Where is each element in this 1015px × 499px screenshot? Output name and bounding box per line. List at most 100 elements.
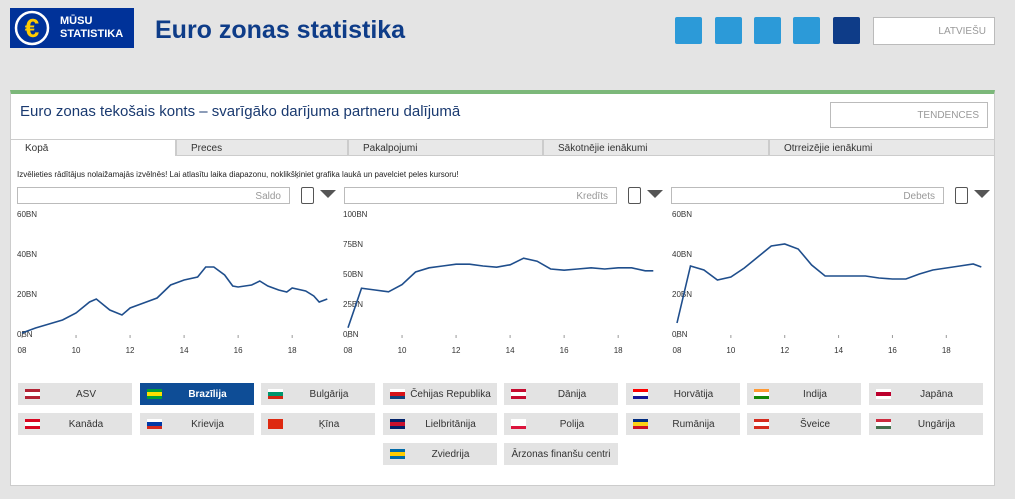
y-tick-label: 40BN [17,250,37,259]
logo-text: MŪSU [60,15,93,27]
twitter-icon[interactable] [675,17,702,44]
embed-icon[interactable] [793,17,820,44]
country-button[interactable]: Horvātija [625,383,740,405]
x-tick-label: 14 [506,346,515,355]
country-label: Kanāda [68,418,104,430]
tab[interactable]: Preces [176,139,348,156]
y-tick-label: 0BN [672,330,688,339]
country-button[interactable]: Ungārija [868,413,983,435]
indicator-select[interactable]: Kredīts [344,187,617,204]
x-tick-label: 10 [726,346,735,355]
country-button[interactable]: Zviedrija [382,443,497,465]
flag-icon [754,419,769,429]
country-label: ASV [75,388,96,400]
menu-icon[interactable] [647,190,663,198]
svg-text:€: € [25,13,39,43]
country-button[interactable]: Ārzonas finanšu centri [504,443,618,465]
x-tick-label: 14 [834,346,843,355]
y-tick-label: 50BN [343,270,363,279]
country-label: Zviedrija [431,448,470,460]
country-button[interactable]: Brazīlija [139,383,254,405]
x-tick-label: 18 [942,346,951,355]
flag-icon [875,389,891,399]
country-label: Rumānija [672,418,715,430]
line-series [676,243,982,324]
email-icon[interactable] [754,17,781,44]
x-tick-label: 12 [452,346,461,355]
indicator-select[interactable]: Debets [671,187,944,204]
country-label: Šveice [799,418,830,430]
info-icon[interactable] [833,17,860,44]
instruction: Izvēlieties rādītājus nolaižamajās izvēl… [17,170,459,179]
y-tick-label: 60BN [672,210,692,219]
country-button[interactable]: Rumānija [625,413,740,435]
flag-icon [25,389,40,399]
country-button[interactable]: Kanāda [18,413,132,435]
table-icon[interactable] [955,187,968,204]
tab[interactable]: Sākotnējie ienākumi [543,139,769,156]
x-tick-label: 16 [234,346,243,355]
y-tick-label: 25BN [343,300,363,309]
flag-icon [754,389,769,399]
flag-icon [511,419,526,429]
x-tick-label: 10 [72,346,81,355]
country-label: Polija [559,418,585,430]
country-label: Bulgārija [309,388,349,400]
country-label: Horvātija [673,388,714,400]
site-title: Euro zonas statistika [155,16,406,44]
x-tick-label: 18 [614,346,623,355]
flag-icon [146,419,162,429]
y-tick-label: 0BN [343,330,359,339]
x-tick-label: 16 [888,346,897,355]
x-tick-label: 18 [288,346,297,355]
tab[interactable]: Pakalpojumi [348,139,543,156]
country-label: Ungārija [917,418,956,430]
flag-icon [632,419,648,429]
flag-icon [25,419,40,429]
flag-icon [632,389,648,399]
country-button[interactable]: Japāna [868,383,983,405]
country-label: Lielbritānija [425,418,476,430]
y-tick-label: 40BN [672,250,692,259]
country-label: Dānija [557,388,587,400]
logo[interactable]: € MŪSU STATISTIKA [10,8,134,48]
menu-icon[interactable] [974,190,990,198]
country-button[interactable]: Polija [504,413,618,435]
x-tick-label: 12 [780,346,789,355]
table-icon[interactable] [301,187,314,204]
x-tick-label: 08 [673,346,682,355]
y-tick-label: 100BN [343,210,368,219]
country-button[interactable]: Čehijas Republika [382,383,497,405]
view-select[interactable]: TENDENCES [830,102,988,128]
indicator-select[interactable]: Saldo [17,187,290,204]
country-button[interactable]: Krievija [139,413,254,435]
tab[interactable]: Otrreizējie ienākumi [769,139,995,156]
flag-icon [268,389,283,399]
flag-icon [511,389,526,399]
y-tick-label: 20BN [672,290,692,299]
country-label: Ārzonas finanšu centri [511,448,611,460]
menu-icon[interactable] [320,190,336,198]
country-button[interactable]: Bulgārija [261,383,375,405]
y-tick-label: 0BN [17,330,33,339]
facebook-icon[interactable] [715,17,742,44]
country-label: Krievija [191,418,224,430]
country-button[interactable]: Indija [747,383,861,405]
country-button[interactable]: ASV [18,383,132,405]
country-label: Japāna [920,388,953,400]
euro-icon: € [14,10,50,46]
panel-title: Euro zonas tekošais konts – svarīgāko da… [20,103,461,120]
language-select[interactable]: LATVIEŠU [873,17,995,45]
logo-text: STATISTIKA [60,28,124,40]
tab[interactable]: Kopā [10,139,176,156]
flag-icon [389,419,405,429]
flag-icon [875,419,891,429]
y-tick-label: 75BN [343,240,363,249]
country-button[interactable]: Dānija [504,383,618,405]
country-button[interactable]: Lielbritānija [382,413,497,435]
table-icon[interactable] [628,187,641,204]
country-button[interactable]: Šveice [747,413,861,435]
country-button[interactable]: Ķīna [261,413,375,435]
country-label: Brazīlija [188,388,227,400]
